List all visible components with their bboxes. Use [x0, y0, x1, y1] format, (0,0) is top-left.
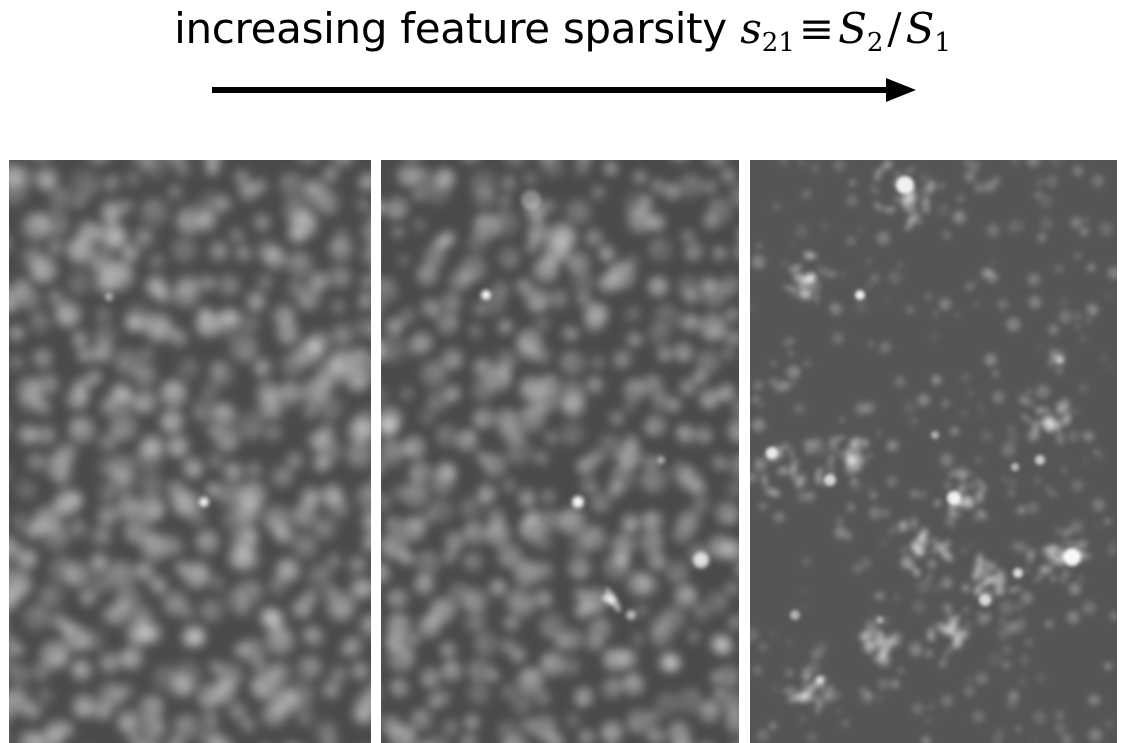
- sparsity-panel-medium: [381, 160, 739, 743]
- title-text: increasing feature sparsity: [174, 4, 727, 53]
- formula-var-s2: S: [838, 4, 867, 53]
- formula-equiv: ≡: [798, 4, 835, 53]
- sparsity-formula: s21≡S2/S1: [740, 4, 951, 56]
- formula-var-s1: S: [905, 4, 935, 53]
- formula-slash: /: [887, 4, 902, 53]
- panel-texture: [750, 160, 1117, 743]
- panel-texture: [381, 160, 739, 743]
- formula-sub-1: 1: [934, 28, 951, 58]
- sparsity-panel-high: [750, 160, 1117, 743]
- sparsity-panel-low: [9, 160, 371, 743]
- figure-title: increasing feature sparsity s21≡S2/S1: [0, 0, 1125, 66]
- right-arrow-icon: [212, 78, 916, 102]
- formula-sub-2: 2: [866, 28, 884, 58]
- formula-var-s: s: [740, 4, 762, 53]
- panel-texture: [9, 160, 371, 743]
- formula-sub-21: 21: [761, 28, 795, 58]
